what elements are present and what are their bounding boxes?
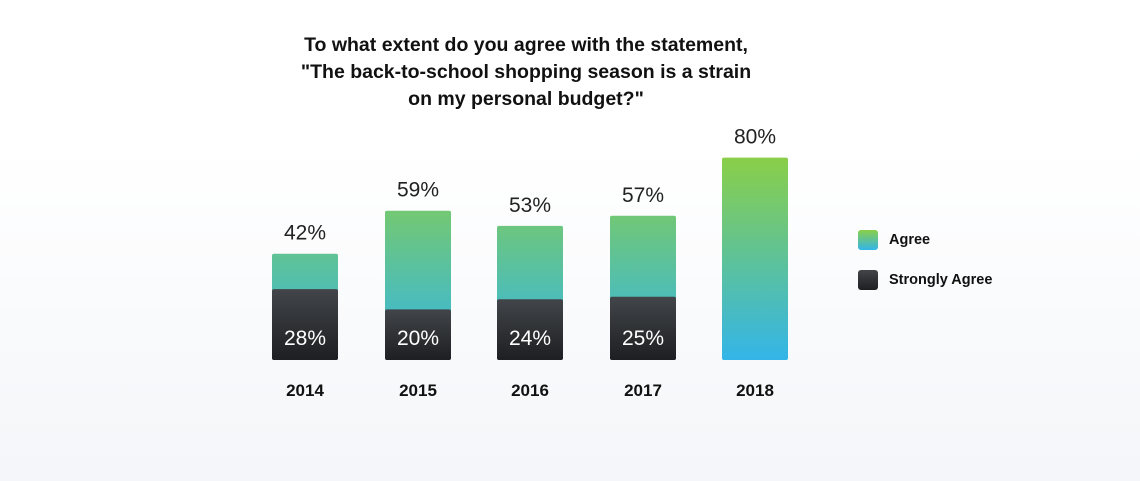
- data-label-agree-2015: 59%: [397, 179, 439, 202]
- bar-strongly-agree-2017: [610, 296, 676, 360]
- x-tick-label-2014: 2014: [286, 381, 324, 400]
- bar-agree-2018: [722, 157, 788, 360]
- x-tick-label-2017: 2017: [624, 381, 662, 400]
- legend-swatch-strongly-agree: [858, 270, 878, 290]
- bar-strongly-agree-2016: [497, 299, 563, 360]
- data-label-strongly-agree-2017: 25%: [622, 327, 664, 350]
- legend-swatch-agree: [858, 230, 878, 250]
- data-label-agree-2016: 53%: [509, 194, 551, 217]
- legend-item-strongly-agree: Strongly Agree: [858, 269, 992, 291]
- x-tick-label-2015: 2015: [399, 381, 437, 400]
- bar-strongly-agree-2014: [272, 289, 338, 360]
- chart-title-line-2: "The back-to-school shopping season is a…: [300, 61, 752, 83]
- legend: Agree Strongly Agree: [858, 229, 992, 309]
- legend-label-agree: Agree: [889, 232, 931, 248]
- data-label-strongly-agree-2014: 28%: [284, 327, 326, 350]
- data-label-strongly-agree-2016: 24%: [509, 327, 551, 350]
- data-label-agree-2017: 57%: [622, 184, 664, 207]
- legend-item-agree: Agree: [858, 229, 992, 251]
- legend-label-strongly-agree: Strongly Agree: [889, 272, 993, 288]
- x-tick-label-2016: 2016: [511, 381, 549, 400]
- bar-strongly-agree-2015: [385, 309, 451, 360]
- data-label-strongly-agree-2015: 20%: [397, 327, 439, 350]
- x-tick-label-2018: 2018: [736, 381, 774, 400]
- data-label-agree-2018: 80%: [734, 126, 776, 149]
- chart-title-line-3: on my personal budget?": [408, 88, 644, 110]
- chart-title-line-1: To what extent do you agree with the sta…: [304, 34, 748, 56]
- chart-title: To what extent do you agree with the sta…: [226, 32, 826, 113]
- data-label-agree-2014: 42%: [284, 222, 326, 245]
